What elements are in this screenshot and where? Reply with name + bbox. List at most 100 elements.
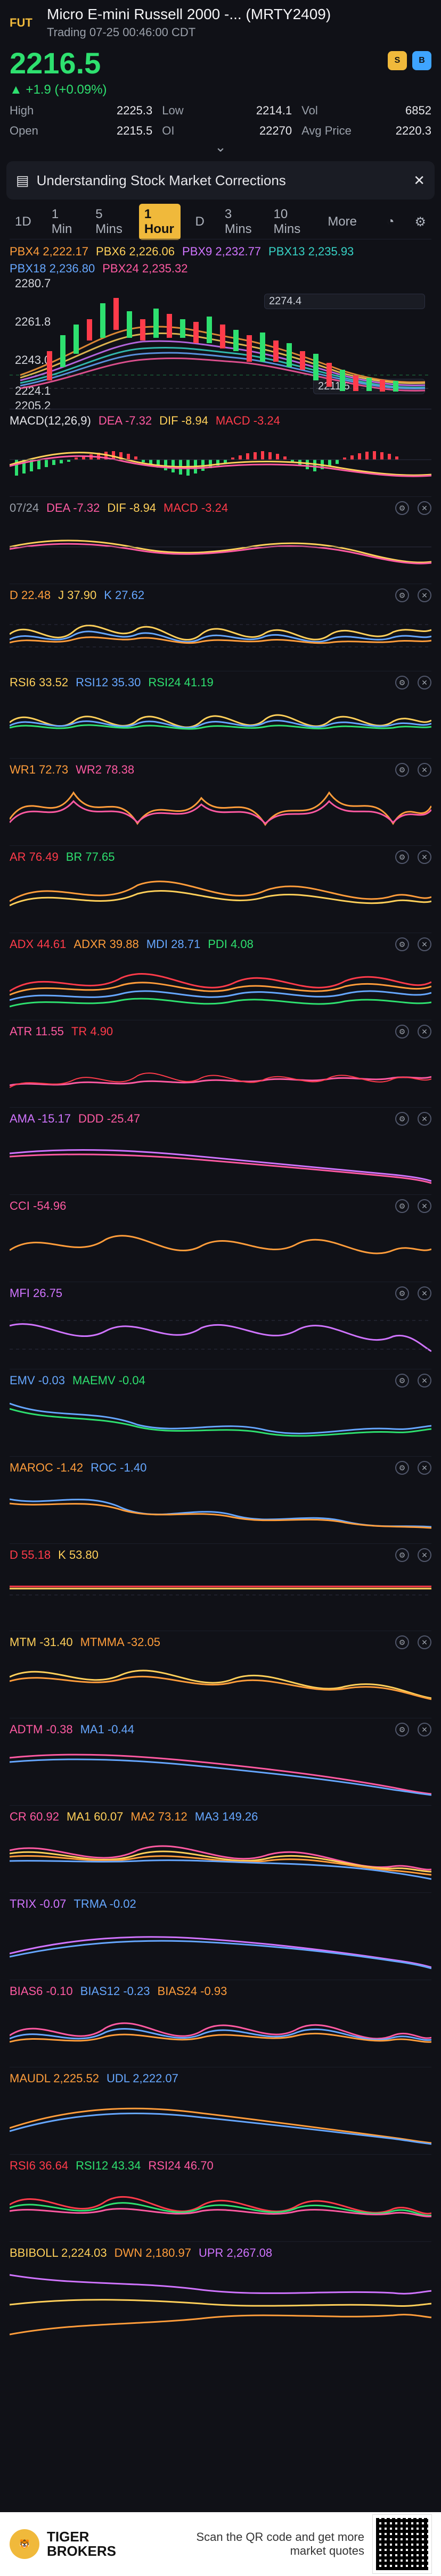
rsi24: RSI24 41.19	[148, 676, 214, 689]
bias6: BIAS6 -0.10	[10, 1984, 73, 1998]
banner-text: Understanding Stock Market Corrections	[36, 172, 286, 188]
panel-settings-icon[interactable]: ⚙	[395, 501, 409, 515]
adtm-close-icon[interactable]: ✕	[418, 1723, 431, 1736]
instrument-title[interactable]: Micro E-mini Russell 2000 -... (MRTY2409…	[47, 6, 331, 23]
adx-close-icon[interactable]: ✕	[418, 937, 431, 951]
mtm-close-icon[interactable]: ✕	[418, 1635, 431, 1649]
panel-kd[interactable]: D 22.48 J 37.90 K 27.62 ⚙ ✕	[10, 584, 431, 671]
panel-cr[interactable]: CR 60.92 MA1 60.07 MA2 73.12 MA3 149.26	[10, 1805, 431, 1892]
panel-bias[interactable]: BIAS6 -0.10 BIAS12 -0.23 BIAS24 -0.93	[10, 1980, 431, 2067]
tab-3mins[interactable]: 3 Mins	[224, 207, 252, 236]
panel-kd-title: D 22.48 J 37.90 K 27.62	[10, 588, 144, 602]
tab-day[interactable]: D	[195, 214, 205, 229]
panel-maudl[interactable]: MAUDL 2,225.52 UDL 2,222.07	[10, 2067, 431, 2154]
macd-dif: DIF -8.94	[159, 414, 208, 427]
panel-bbiboll-title: BBIBOLL 2,224.03 DWN 2,180.97 UPR 2,267.…	[10, 2246, 272, 2260]
panel-arbr-title: AR 76.49 BR 77.65	[10, 850, 115, 864]
ama-close-icon[interactable]: ✕	[418, 1112, 431, 1126]
cci-close-icon[interactable]: ✕	[418, 1199, 431, 1213]
gauge-icon[interactable]: ◔	[387, 214, 395, 229]
atr-close-icon[interactable]: ✕	[418, 1025, 431, 1038]
kd2-controls: ⚙ ✕	[395, 1548, 431, 1562]
emv-close-icon[interactable]: ✕	[418, 1374, 431, 1387]
panel-adtm[interactable]: ADTM -0.38 MA1 -0.44 ⚙ ✕	[10, 1718, 431, 1805]
kd-k: K 27.62	[104, 588, 145, 602]
panel-atr[interactable]: ATR 11.55 TR 4.90 ⚙ ✕	[10, 1020, 431, 1107]
panel-emv[interactable]: EMV -0.03 MAEMV -0.04 ⚙ ✕	[10, 1369, 431, 1456]
tab-5mins[interactable]: 5 Mins	[95, 207, 123, 236]
rsi-close-icon[interactable]: ✕	[418, 676, 431, 689]
footer-cta: Scan the QR code and get more market quo…	[196, 2530, 364, 2558]
maroc-settings-icon[interactable]: ⚙	[395, 1461, 409, 1475]
kd-d: D 22.48	[10, 588, 51, 602]
panel-rsi[interactable]: RSI6 33.52 RSI12 35.30 RSI24 41.19 ⚙ ✕	[10, 671, 431, 758]
emv-settings-icon[interactable]: ⚙	[395, 1374, 409, 1387]
cr-ma2: MA2 73.12	[130, 1810, 187, 1823]
panel-wr[interactable]: WR1 72.73 WR2 78.38 ⚙ ✕	[10, 758, 431, 845]
kd-close-icon[interactable]: ✕	[418, 588, 431, 602]
adtm-controls: ⚙ ✕	[395, 1723, 431, 1736]
news-banner[interactable]: ▤ Understanding Stock Market Corrections…	[6, 161, 435, 200]
panel-arbr[interactable]: AR 76.49 BR 77.65 ⚙ ✕	[10, 845, 431, 933]
panel-kd-2[interactable]: D 55.18 K 53.80 ⚙ ✕	[10, 1543, 431, 1631]
panel-ama[interactable]: AMA -15.17 DDD -25.47 ⚙ ✕	[10, 1107, 431, 1194]
settings-icon[interactable]: ⚙	[414, 214, 427, 229]
rsi6: RSI6 33.52	[10, 676, 69, 689]
kd2-close-icon[interactable]: ✕	[418, 1548, 431, 1562]
panel-bbiboll[interactable]: BBIBOLL 2,224.03 DWN 2,180.97 UPR 2,267.…	[10, 2241, 431, 2346]
panel-rsi-2[interactable]: RSI6 36.64 RSI12 43.34 RSI24 46.70	[10, 2154, 431, 2241]
arbr-close-icon[interactable]: ✕	[418, 850, 431, 864]
wr-settings-icon[interactable]: ⚙	[395, 763, 409, 777]
panel-macd-2[interactable]: 07/24 DEA -7.32 DIF -8.94 MACD -3.24 ⚙ ✕	[10, 496, 431, 584]
panel-macd[interactable]: MACD(12,26,9) DEA -7.32 DIF -8.94 MACD -…	[10, 409, 431, 496]
sell-icon[interactable]: S	[388, 51, 407, 70]
ama-settings-icon[interactable]: ⚙	[395, 1112, 409, 1126]
wr-close-icon[interactable]: ✕	[418, 763, 431, 777]
mtmma: MTMMA -32.05	[80, 1635, 160, 1649]
tab-1min[interactable]: 1 Min	[51, 207, 72, 236]
close-icon[interactable]: ✕	[413, 172, 425, 188]
stat-open: Open 2215.5	[10, 124, 153, 137]
rsi2-svg	[10, 2196, 431, 2217]
candles-svg	[10, 298, 431, 392]
kd-settings-icon[interactable]: ⚙	[395, 588, 409, 602]
footer-right: Scan the QR code and get more market quo…	[196, 2514, 432, 2574]
arbr-settings-icon[interactable]: ⚙	[395, 850, 409, 864]
maroc-close-icon[interactable]: ✕	[418, 1461, 431, 1475]
tab-1hour[interactable]: 1 Hour	[138, 204, 181, 240]
tab-10mins[interactable]: 10 Mins	[273, 207, 301, 236]
adx-settings-icon[interactable]: ⚙	[395, 937, 409, 951]
rsi-settings-icon[interactable]: ⚙	[395, 676, 409, 689]
panel-mtm[interactable]: MTM -31.40 MTMMA -32.05 ⚙ ✕	[10, 1631, 431, 1718]
wr-controls: ⚙ ✕	[395, 763, 431, 777]
cci-settings-icon[interactable]: ⚙	[395, 1199, 409, 1213]
panel-cci[interactable]: CCI -54.96 ⚙ ✕	[10, 1194, 431, 1282]
main-chart[interactable]: PBX4 2,222.17 PBX6 2,226.06 PBX9 2,232.7…	[10, 239, 431, 412]
tab-1d[interactable]: 1D	[15, 214, 31, 229]
mfi-settings-icon[interactable]: ⚙	[395, 1286, 409, 1300]
panel-trix[interactable]: TRIX -0.07 TRMA -0.02	[10, 1892, 431, 1980]
kd2-settings-icon[interactable]: ⚙	[395, 1548, 409, 1562]
wr-svg	[10, 791, 431, 826]
ama: AMA -15.17	[10, 1112, 71, 1125]
panel-maroc[interactable]: MAROC -1.42 ROC -1.40 ⚙ ✕	[10, 1456, 431, 1543]
brand-line-1: TIGER	[47, 2528, 89, 2545]
panel-mfi[interactable]: MFI 26.75 ⚙ ✕	[10, 1282, 431, 1369]
brand: 🐯 TIGER BROKERS	[10, 2529, 116, 2559]
wr1: WR1 72.73	[10, 763, 69, 776]
mtm-settings-icon[interactable]: ⚙	[395, 1635, 409, 1649]
atr-settings-icon[interactable]: ⚙	[395, 1025, 409, 1038]
tab-more[interactable]: More	[328, 214, 357, 229]
panel-adtm-title: ADTM -0.38 MA1 -0.44	[10, 1723, 134, 1736]
bbiboll-svg	[10, 2274, 431, 2336]
expand-chevron-icon[interactable]: ⌄	[215, 138, 226, 155]
axis-2: 2261.8	[15, 315, 51, 328]
panel-adx[interactable]: ADX 44.61 ADXR 39.88 MDI 28.71 PDI 4.08 …	[10, 933, 431, 1020]
mfi-close-icon[interactable]: ✕	[418, 1286, 431, 1300]
adtm-settings-icon[interactable]: ⚙	[395, 1723, 409, 1736]
buy-icon[interactable]: B	[412, 51, 431, 70]
macd2-dea: DEA -7.32	[46, 501, 100, 514]
panel-close-icon[interactable]: ✕	[418, 501, 431, 515]
panel-rsi-2-title: RSI6 36.64 RSI12 43.34 RSI24 46.70	[10, 2159, 214, 2173]
